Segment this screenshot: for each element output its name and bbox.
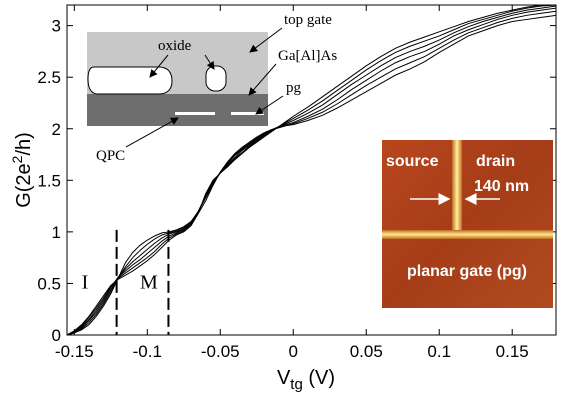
afm-source-label: source bbox=[386, 153, 439, 170]
pg-electrode-left bbox=[175, 112, 215, 115]
y-tick-labels: 0 0.5 1 1.5 2 2.5 3 bbox=[37, 17, 61, 345]
y-axis-label-sup: 2 bbox=[9, 155, 25, 163]
region-marker-label: I bbox=[82, 272, 89, 294]
region-marker-label: M bbox=[140, 272, 158, 294]
top-gate-label: top gate bbox=[284, 12, 332, 28]
afm-background bbox=[382, 140, 553, 308]
series-line-1 bbox=[67, 14, 556, 335]
y-tick-label: 2.5 bbox=[37, 68, 61, 87]
device-schematic-inset: top gate oxide Ga[Al]As pg QPC bbox=[87, 12, 337, 164]
pg-label: pg bbox=[286, 80, 302, 96]
y-tick-label: 0.5 bbox=[37, 274, 61, 293]
afm-horizontal-line bbox=[382, 230, 553, 239]
gaalas-label: Ga[Al]As bbox=[278, 48, 337, 64]
series-line-4 bbox=[67, 5, 556, 335]
x-axis-label: Vtg (V) bbox=[277, 367, 335, 393]
y-tick-label: 1.5 bbox=[37, 171, 61, 190]
x-tick-label: 0 bbox=[289, 342, 298, 361]
afm-planar-gate-label: planar gate (pg) bbox=[407, 263, 527, 280]
series-line-2 bbox=[67, 10, 556, 335]
y-tick-label: 2 bbox=[52, 120, 61, 139]
y-axis-label: G(2e2/h) bbox=[9, 132, 35, 208]
x-axis-label-unit: (V) bbox=[303, 367, 335, 389]
plot-frame bbox=[66, 4, 557, 336]
x-axis-label-sub: tg bbox=[290, 376, 303, 393]
afm-width-label: 140 nm bbox=[474, 178, 529, 195]
afm-drain-label: drain bbox=[476, 153, 515, 170]
afm-vertical-line bbox=[452, 140, 462, 234]
series-line-6 bbox=[67, 5, 556, 335]
oxide-region-left bbox=[87, 66, 173, 95]
x-tick-label: 0.1 bbox=[427, 342, 451, 361]
gaalas-layer bbox=[87, 94, 268, 126]
series-line-5 bbox=[67, 5, 556, 335]
x-tick-label: 0.15 bbox=[496, 342, 529, 361]
pg-electrode-right bbox=[231, 112, 264, 115]
x-tick-label: -0.1 bbox=[133, 342, 162, 361]
afm-image-inset: source drain 140 nm planar gate (pg) bbox=[382, 140, 553, 308]
y-tick-label: 1 bbox=[52, 223, 61, 242]
x-tick-label: -0.15 bbox=[55, 342, 94, 361]
x-tick-labels: -0.15 -0.1 -0.05 0 0.05 0.1 0.15 bbox=[55, 342, 529, 361]
series-group bbox=[67, 5, 556, 335]
y-tick-label: 3 bbox=[52, 17, 61, 36]
y-axis-label-tail: /h) bbox=[13, 132, 35, 155]
x-tick-label: 0.05 bbox=[350, 342, 383, 361]
qpc-label: QPC bbox=[96, 148, 125, 164]
y-tick-label: 0 bbox=[52, 326, 61, 345]
x-tick-label: -0.05 bbox=[201, 342, 240, 361]
oxide-region-right bbox=[205, 65, 227, 92]
oxide-label: oxide bbox=[158, 38, 192, 54]
series-line-3 bbox=[67, 7, 556, 335]
